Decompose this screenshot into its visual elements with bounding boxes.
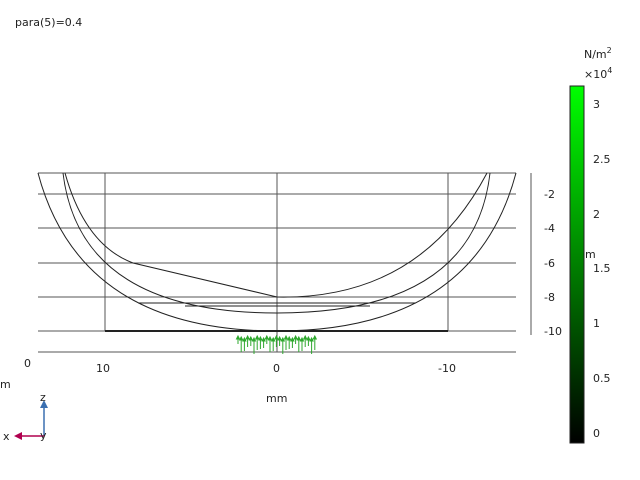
y-tick-label: -4	[544, 222, 555, 235]
load-arrowhead-icon	[296, 335, 302, 341]
colorbar-tick: 2	[593, 208, 600, 221]
plot-title: para(5)=0.4	[15, 16, 82, 29]
x-tick-label: -10	[438, 362, 456, 375]
load-arrowhead-icon	[261, 336, 266, 342]
load-arrowhead-icon	[277, 335, 282, 341]
x-arrowhead-icon	[14, 432, 22, 440]
colorbar-tick: 3	[593, 98, 600, 111]
load-arrowhead-icon	[293, 334, 298, 340]
load-arrowhead-icon	[242, 336, 247, 342]
x-axis: 10 0 -10 0 m mm	[0, 357, 456, 405]
y-axis: -2 -4 -6 -8 -10 m	[530, 173, 596, 338]
x-axis-label: mm	[266, 392, 287, 405]
y-tick-label: -6	[544, 257, 555, 270]
load-arrowhead-icon	[286, 335, 292, 341]
x-tick-label-left: 0	[24, 357, 31, 370]
load-arrows	[235, 334, 318, 354]
load-arrowhead-icon	[306, 335, 311, 341]
colorbar-tick: 0	[593, 427, 600, 440]
load-arrowhead-icon	[280, 336, 286, 342]
colorbar-tick: 0.5	[593, 372, 611, 385]
y-axis-label: m	[585, 248, 596, 261]
load-arrowhead-icon	[274, 334, 279, 340]
colorbar-tick: 2.5	[593, 153, 611, 166]
load-arrowhead-icon	[245, 334, 250, 340]
y-tick-label: -2	[544, 188, 555, 201]
colorbar: N/m2 ×104 3 2.5 2 1.5 1 0.5 0	[569, 46, 612, 444]
load-arrowhead-icon	[235, 334, 241, 340]
load-arrowhead-icon	[258, 335, 263, 341]
z-arrowhead-icon	[40, 400, 48, 408]
load-arrowhead-icon	[238, 335, 244, 341]
colorbar-multiplier: ×104	[584, 66, 612, 81]
load-arrowhead-icon	[312, 334, 318, 340]
y-tick-label: -8	[544, 291, 555, 304]
x-tick-label: 10	[96, 362, 110, 375]
triad-y-label: y	[40, 429, 47, 442]
load-arrowhead-icon	[299, 336, 305, 342]
x-tick-label: 0	[273, 362, 280, 375]
load-arrowhead-icon	[283, 334, 289, 340]
load-arrowhead-icon	[270, 336, 276, 342]
axis-triad: z x y	[3, 391, 48, 443]
load-arrowhead-icon	[264, 334, 270, 340]
colorbar-tick: 1.5	[593, 262, 611, 275]
load-arrowhead-icon	[267, 335, 273, 341]
load-arrowhead-icon	[251, 336, 257, 342]
left-axis-label: m	[0, 378, 11, 391]
grid-lines	[38, 172, 516, 353]
load-arrowhead-icon	[248, 335, 254, 341]
colorbar-tick: 1	[593, 317, 600, 330]
load-arrowhead-icon	[309, 336, 314, 342]
load-arrowhead-icon	[290, 336, 295, 342]
model-geometry	[37, 172, 517, 332]
colorbar-gradient	[569, 85, 585, 444]
triad-x-label: x	[3, 430, 10, 443]
colorbar-unit: N/m2	[584, 46, 612, 61]
triad-z-label: z	[40, 391, 46, 404]
load-arrowhead-icon	[254, 334, 260, 340]
load-arrowhead-icon	[302, 334, 308, 340]
y-tick-label: -10	[544, 325, 562, 338]
